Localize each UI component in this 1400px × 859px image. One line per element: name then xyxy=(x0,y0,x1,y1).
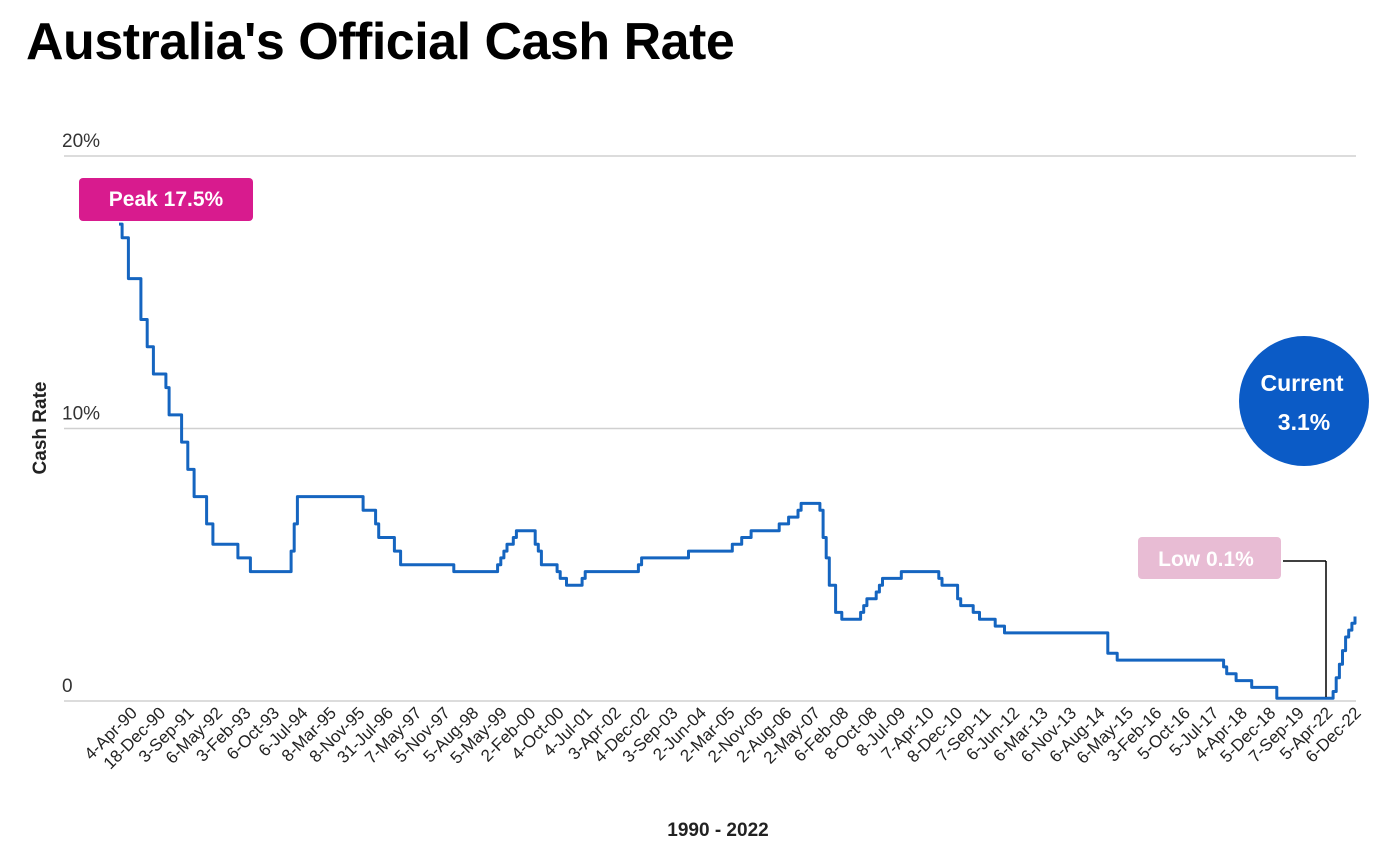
series-layer xyxy=(119,222,1357,700)
cash-rate-line xyxy=(119,222,1357,700)
y-tick-label: 20% xyxy=(62,131,100,152)
x-axis-ticks: 4-Apr-9018-Dec-903-Sep-916-May-923-Feb-9… xyxy=(81,703,1365,773)
y-axis-label: Cash Rate xyxy=(30,382,51,475)
current-annotation: Current 3.1% xyxy=(1239,336,1369,466)
y-axis-ticks: 0 10% 20% xyxy=(62,131,100,697)
peak-annotation: Peak 17.5% xyxy=(79,178,253,221)
low-annotation: Low 0.1% xyxy=(1138,537,1327,697)
current-annotation-line2: 3.1% xyxy=(1278,409,1330,435)
x-axis-label: 1990 - 2022 xyxy=(667,820,768,841)
y-tick-label: 10% xyxy=(62,404,100,425)
low-annotation-box xyxy=(1138,537,1281,579)
low-annotation-label: Low 0.1% xyxy=(1158,548,1254,571)
chart-title: Australia's Official Cash Rate xyxy=(26,13,735,71)
current-annotation-circle xyxy=(1239,336,1369,466)
peak-annotation-label: Peak 17.5% xyxy=(109,188,224,211)
y-tick-label: 0 xyxy=(62,676,73,697)
gridlines xyxy=(64,155,1356,702)
current-annotation-line1: Current xyxy=(1260,370,1343,396)
peak-annotation-box xyxy=(79,178,253,221)
